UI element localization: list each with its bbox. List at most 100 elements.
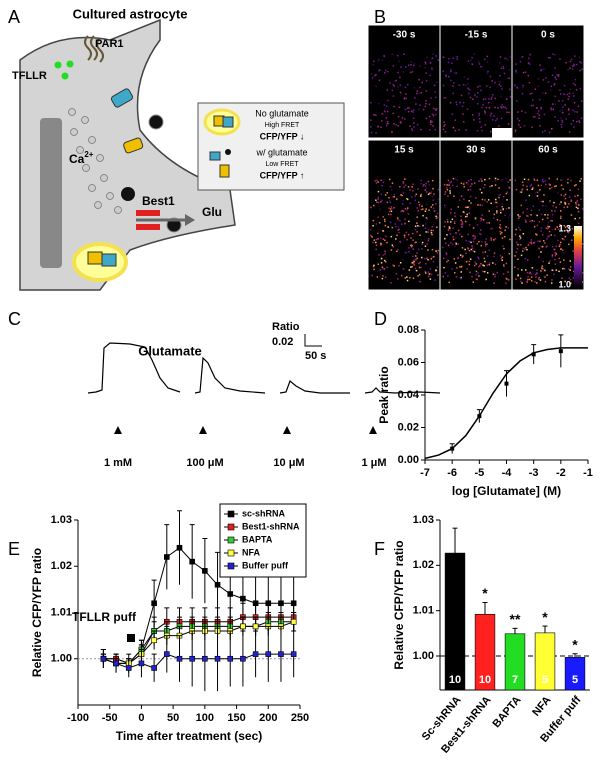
pixel (502, 245, 504, 247)
pixel (551, 74, 554, 76)
pixel (377, 263, 379, 265)
pixel (553, 201, 555, 204)
pixel (480, 65, 482, 68)
pixel (515, 69, 517, 72)
pixel (377, 196, 379, 199)
pixel (407, 213, 410, 215)
pixel (392, 196, 394, 198)
pixel (531, 126, 533, 129)
data-point (214, 581, 221, 588)
pixel (382, 275, 384, 277)
pixel (519, 235, 521, 237)
pixel (520, 280, 522, 283)
pixel (425, 80, 428, 82)
pixel (526, 281, 528, 283)
pixel (485, 106, 488, 109)
pixel (518, 119, 521, 122)
pixel (399, 241, 402, 244)
pixel (497, 107, 499, 109)
pixel (404, 178, 406, 180)
pixel (574, 55, 576, 57)
pixel (553, 84, 555, 86)
pixel (395, 124, 397, 126)
significance: * (542, 609, 548, 625)
pixel (418, 201, 420, 203)
pixel (556, 226, 558, 228)
pixel (543, 240, 545, 242)
pixel (565, 118, 567, 120)
pixel (411, 71, 414, 73)
pixel (389, 178, 391, 181)
pixel (380, 262, 383, 264)
pixel (581, 100, 583, 102)
pixel (554, 210, 556, 212)
pixel (515, 241, 518, 244)
pixel (452, 126, 455, 129)
pixel (475, 274, 478, 276)
pixel (567, 108, 570, 110)
trace (364, 387, 441, 394)
pixel (559, 117, 562, 119)
pixel (522, 247, 524, 250)
pixel (501, 231, 503, 234)
pixel (564, 235, 567, 238)
pixel (539, 189, 541, 191)
pixel (402, 210, 405, 212)
pixel (520, 204, 522, 207)
pixel (471, 183, 473, 185)
pixel (418, 280, 421, 282)
pixel (375, 223, 377, 225)
pixel (464, 206, 467, 208)
pixel (399, 84, 401, 86)
pixel (554, 228, 557, 230)
pixel (526, 271, 529, 274)
pixel (467, 247, 469, 249)
pixel (480, 89, 482, 92)
pixel (481, 204, 484, 207)
pixel (530, 241, 532, 243)
pixel (536, 195, 539, 197)
pixel (558, 203, 561, 206)
pixel (415, 269, 418, 272)
pixel (519, 277, 522, 280)
inset-text: CFP/YFP ↓ (260, 131, 305, 141)
pixel (576, 201, 578, 204)
pixel (460, 219, 462, 221)
pixel (490, 115, 492, 118)
pixel (540, 245, 543, 248)
pixel (547, 214, 549, 216)
pixel (483, 187, 485, 189)
data-point (125, 665, 132, 671)
pixel (464, 248, 466, 251)
pixel (581, 68, 584, 70)
pixel (382, 268, 384, 270)
pixel (381, 120, 383, 122)
panel-a-title: Cultured astrocyte (73, 6, 188, 21)
pixel (400, 210, 402, 213)
pixel (566, 206, 569, 208)
pixel (446, 184, 448, 186)
pixel (398, 106, 401, 108)
pixel (506, 77, 509, 79)
pixel (556, 74, 558, 76)
pixel (390, 249, 393, 251)
pixel (382, 238, 384, 240)
pixel (551, 214, 554, 216)
pixel (456, 103, 458, 106)
pixel (382, 181, 384, 184)
pixel (544, 214, 546, 216)
pixel (446, 261, 448, 263)
fit-curve (424, 347, 588, 460)
pixel (446, 234, 448, 236)
pixel (474, 218, 477, 220)
pixel (494, 177, 497, 180)
pixel (419, 104, 421, 106)
pixel (451, 243, 454, 246)
legend-swatch (227, 549, 235, 557)
pixel (425, 191, 428, 193)
pixel (388, 196, 390, 199)
inset-text: CFP/YFP ↑ (260, 170, 305, 180)
pixel (410, 110, 413, 112)
pixel (398, 264, 400, 267)
